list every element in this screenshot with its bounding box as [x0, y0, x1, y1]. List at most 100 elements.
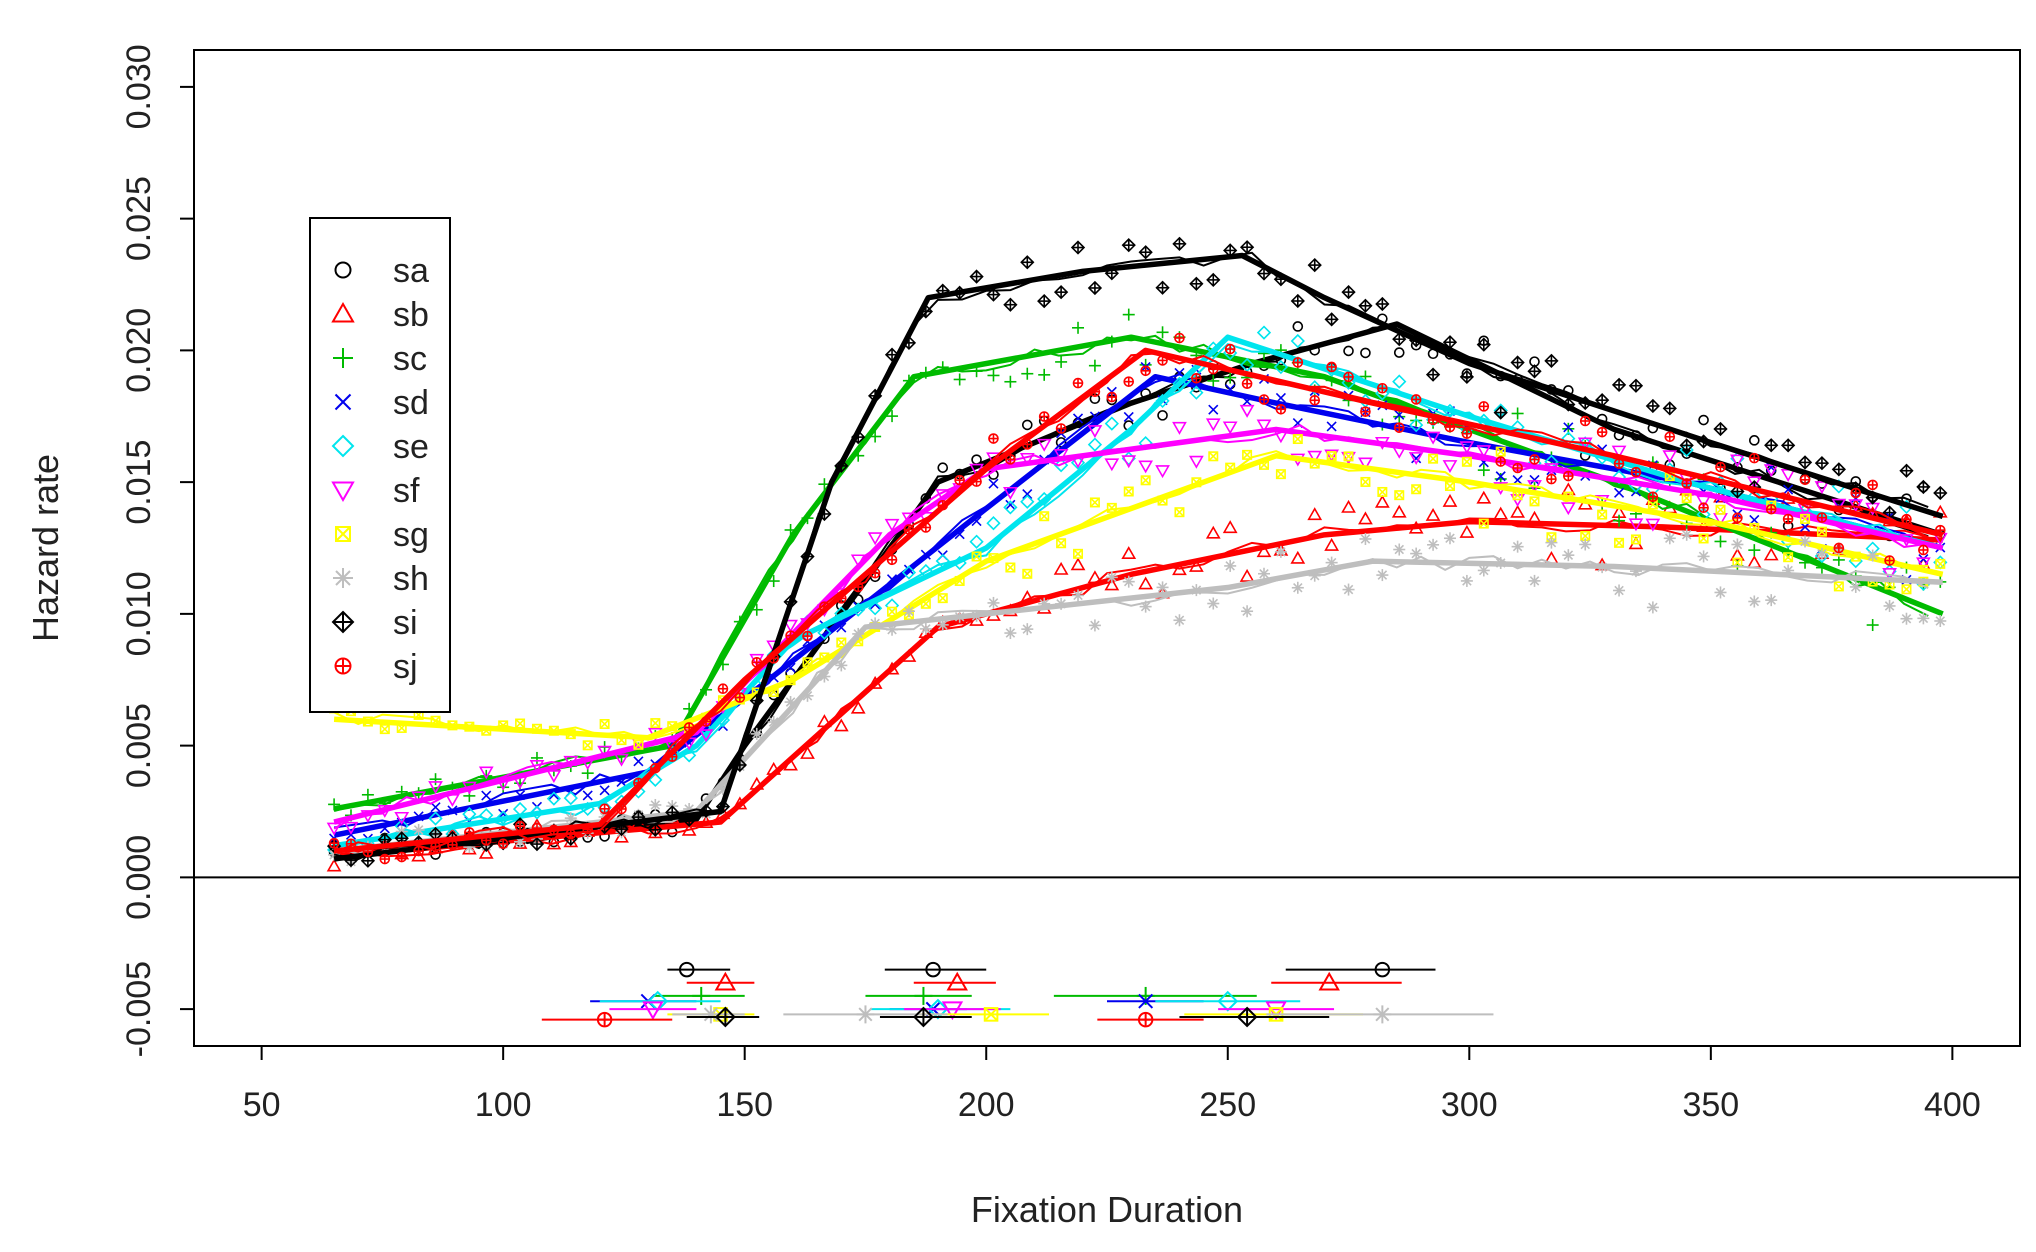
- data-point: [1849, 580, 1862, 593]
- data-point: [1579, 415, 1591, 427]
- data-point: [1478, 518, 1489, 529]
- data-point: [1341, 284, 1356, 300]
- data-point: [1459, 524, 1475, 538]
- data-point: [1579, 538, 1592, 551]
- data-point: [1662, 450, 1678, 464]
- data-point: [1072, 589, 1085, 602]
- data-point: [1070, 557, 1086, 571]
- data-point: [1664, 431, 1676, 443]
- data-point: [478, 766, 494, 780]
- data-point: [599, 803, 610, 815]
- data-point: [1748, 544, 1761, 557]
- data-point: [1866, 549, 1879, 562]
- data-point: [1022, 489, 1033, 500]
- data-point: [1307, 257, 1322, 273]
- legend: sa sb sc sd se sf sg sh si sj: [309, 217, 451, 713]
- data-point: [1425, 431, 1441, 445]
- data-point: [1375, 296, 1390, 312]
- y-axis-title: Hazard rate: [25, 454, 66, 642]
- data-point: [1122, 575, 1135, 588]
- y-tick-label: 0.020: [120, 308, 158, 393]
- data-point: [1443, 532, 1456, 545]
- data-point: [1833, 542, 1845, 554]
- data-point: [411, 791, 427, 805]
- interval-sh: [1266, 1005, 1494, 1024]
- data-point: [563, 790, 578, 806]
- data-point: [582, 740, 593, 751]
- y-tick-label: 0.005: [120, 703, 158, 788]
- data-point: [1393, 422, 1405, 433]
- data-point: [1391, 504, 1407, 518]
- data-point: [497, 781, 510, 794]
- data-point: [1461, 428, 1473, 439]
- interval-si: [686, 1006, 760, 1028]
- legend-item-sd: sd: [334, 384, 429, 422]
- data-point: [1763, 547, 1779, 561]
- legend-item-sb: sb: [331, 296, 429, 334]
- data-point: [1021, 623, 1034, 636]
- data-point: [1679, 438, 1694, 453]
- data-point: [1174, 332, 1185, 344]
- data-point: [412, 823, 425, 836]
- data-point: [1833, 581, 1844, 592]
- interval-sj: [1097, 1011, 1204, 1028]
- data-point: [969, 269, 984, 284]
- x-tick-label: 350: [1682, 1086, 1739, 1124]
- data-point: [1746, 476, 1762, 490]
- data-point: [1122, 308, 1135, 321]
- data-point: [361, 788, 374, 801]
- data-point: [1730, 454, 1745, 468]
- interval-si: [879, 1006, 972, 1028]
- data-point: [1358, 511, 1373, 525]
- data-point: [1394, 490, 1405, 501]
- data-point: [1476, 490, 1492, 504]
- data-point: [1156, 326, 1169, 339]
- data-point: [512, 835, 528, 849]
- interval-sb: [686, 971, 755, 991]
- data-point: [867, 601, 883, 616]
- data-point: [1529, 474, 1540, 485]
- data-point: [1307, 380, 1322, 395]
- data-point: [1155, 280, 1170, 295]
- data-point: [648, 822, 663, 837]
- data-point: [1038, 411, 1050, 422]
- interval-sj: [541, 1011, 673, 1028]
- data-point: [1782, 513, 1794, 525]
- legend-item-sh: sh: [333, 560, 429, 598]
- data-point: [1307, 507, 1323, 521]
- data-point: [1257, 567, 1270, 580]
- data-point: [1918, 544, 1929, 556]
- data-point: [530, 751, 543, 764]
- data-point: [1714, 535, 1727, 548]
- data-point: [1764, 438, 1779, 453]
- data-point: [1393, 410, 1406, 423]
- data-point: [1511, 540, 1524, 553]
- data-point: [1121, 238, 1136, 253]
- data-point: [546, 791, 562, 806]
- data-point: [1104, 577, 1120, 591]
- data-point: [1477, 564, 1490, 577]
- data-point: [1088, 359, 1101, 372]
- data-point: [734, 692, 746, 703]
- data-point: [1444, 421, 1456, 433]
- data-point: [1258, 394, 1270, 405]
- data-point: [1087, 280, 1103, 296]
- data-point: [1799, 474, 1811, 486]
- data-point: [1022, 568, 1033, 579]
- data-point: [987, 596, 1000, 609]
- data-point: [1647, 491, 1659, 503]
- data-point: [1138, 576, 1154, 590]
- data-point: [1459, 441, 1475, 455]
- data-point: [1748, 595, 1761, 608]
- data-point: [413, 845, 424, 857]
- data-point: [1461, 456, 1472, 467]
- data-point: [343, 821, 359, 835]
- fitted-line-sh: [333, 558, 1943, 854]
- data-point: [1529, 496, 1540, 507]
- data-point: [1224, 559, 1237, 572]
- data-point: [633, 756, 644, 767]
- data-point: [1292, 357, 1304, 368]
- x-axis-title: Fixation Duration: [971, 1189, 1243, 1230]
- data-point: [497, 838, 509, 850]
- data-point: [1848, 499, 1864, 513]
